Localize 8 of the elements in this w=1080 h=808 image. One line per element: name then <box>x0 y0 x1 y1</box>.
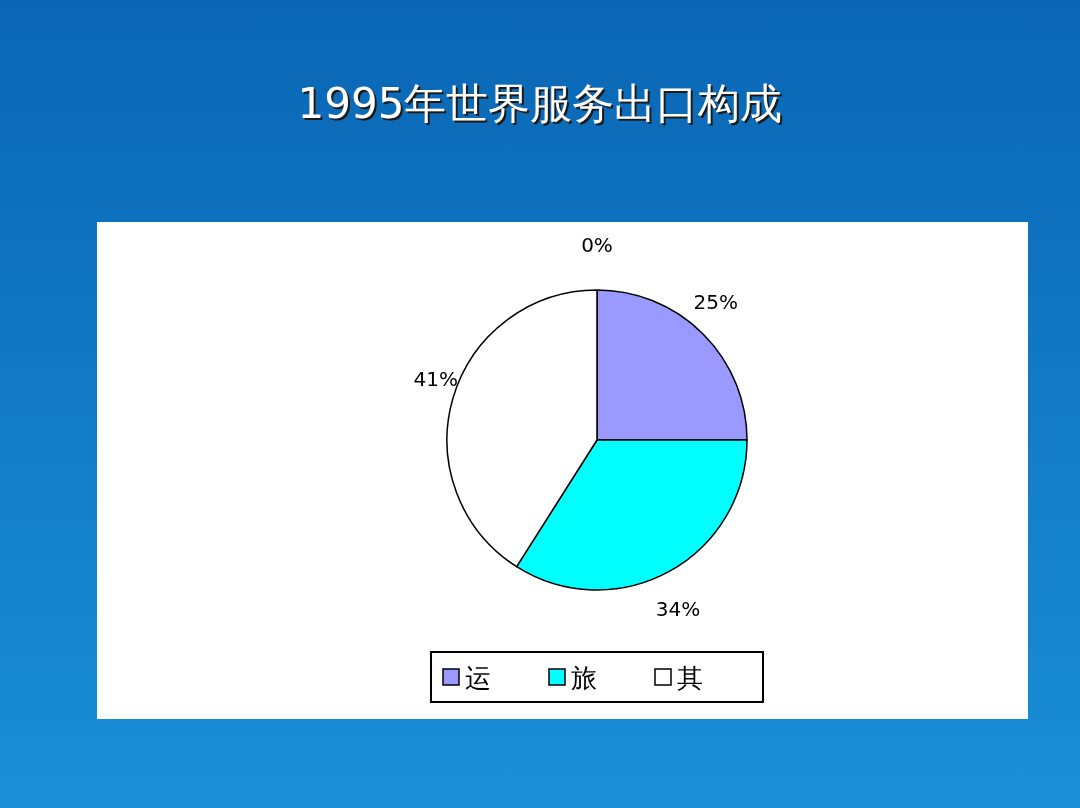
legend-label: 其 <box>677 663 703 693</box>
data-label: 41% <box>413 366 458 391</box>
legend-label: 旅 <box>571 663 597 693</box>
legend-label: 运 <box>465 663 491 693</box>
data-label: 34% <box>655 596 701 621</box>
data-label: 25% <box>693 289 739 314</box>
text: 0% <box>581 233 613 257</box>
chart-title: 1995年世界服务出口构成 <box>299 81 785 130</box>
